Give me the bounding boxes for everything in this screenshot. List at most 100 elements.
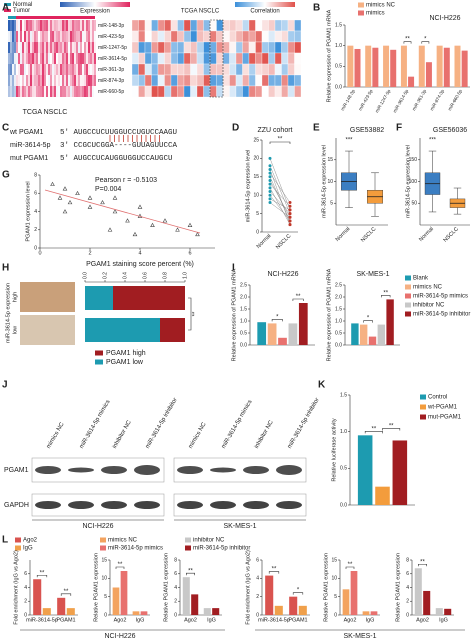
heat-cell xyxy=(42,86,44,97)
heat-cell xyxy=(40,86,42,97)
significance-bracket xyxy=(60,593,72,596)
y-tick-label: 1.0 xyxy=(335,318,342,324)
y-tick-label: 4 xyxy=(34,209,37,215)
heat-cell xyxy=(32,64,34,75)
heat-cell xyxy=(80,75,82,86)
heat-cell xyxy=(8,64,10,75)
x-tick-label: 1.0 xyxy=(182,272,188,279)
heat-cell xyxy=(62,31,64,42)
corr-cell xyxy=(177,41,185,54)
heat-cell xyxy=(24,75,26,86)
y-tick-label: 15 xyxy=(253,174,259,180)
blot-band xyxy=(177,466,203,474)
significance: *** xyxy=(345,138,353,144)
heat-cell xyxy=(32,75,34,86)
heat-cell xyxy=(56,31,58,42)
heat-cell xyxy=(22,20,24,31)
heat-cell xyxy=(74,42,76,53)
heat-cell xyxy=(8,31,10,42)
legend-label: Control xyxy=(428,395,447,401)
x-tick-label: PGAM1 xyxy=(288,617,307,623)
heat-cell xyxy=(24,20,26,31)
corr-cell xyxy=(229,85,237,98)
corr-cell xyxy=(248,74,256,87)
corr-cell xyxy=(164,19,172,32)
y-tick-label: 0.5 xyxy=(335,330,342,336)
heat-cell xyxy=(76,86,78,97)
corr-cell xyxy=(177,63,185,76)
heat-cell xyxy=(72,53,74,64)
heat-cell xyxy=(22,42,24,53)
y-axis-label: miR-3614-5p expression level xyxy=(405,145,411,218)
corr-cell xyxy=(222,19,230,32)
heat-cell xyxy=(84,75,86,86)
corr-cell xyxy=(255,74,263,87)
heat-cell xyxy=(70,20,72,31)
heat-cell xyxy=(76,53,78,64)
blot-band xyxy=(177,501,203,509)
corr-cell xyxy=(157,30,165,43)
corr-cell xyxy=(190,74,198,87)
blot-band xyxy=(68,467,94,473)
legend-swatch xyxy=(95,350,103,356)
corr-cell xyxy=(294,63,302,76)
corr-cell xyxy=(203,41,211,54)
cell-line-label: SK-MES-1 xyxy=(343,633,376,640)
panel-label: F xyxy=(396,123,402,134)
heat-cell xyxy=(38,64,40,75)
heat-cell xyxy=(82,42,84,53)
heat-cell xyxy=(50,53,52,64)
bar xyxy=(368,336,377,345)
corr-cell xyxy=(144,63,152,76)
y-tick-label: 4 xyxy=(24,585,27,591)
heat-cell xyxy=(24,53,26,64)
corr-cell xyxy=(261,41,269,54)
y-tick-label: 0 xyxy=(334,612,337,618)
significance-bracket xyxy=(381,295,391,298)
corr-cell xyxy=(190,85,198,98)
heat-cell xyxy=(70,31,72,42)
significance: ** xyxy=(383,290,388,296)
heat-cell xyxy=(44,86,46,97)
bar xyxy=(386,299,394,345)
bar xyxy=(354,48,361,87)
heat-cell xyxy=(90,53,92,64)
heat-cell xyxy=(48,20,50,31)
significance-bracket xyxy=(186,572,195,576)
heat-cell xyxy=(80,86,82,97)
heat-cell xyxy=(44,64,46,75)
y-tick-label: 2 xyxy=(34,227,37,233)
corr-cell xyxy=(248,30,256,43)
significance-bracket xyxy=(36,574,48,578)
significance-bracket xyxy=(292,298,304,301)
heat-cell xyxy=(78,20,80,31)
x-tick-label: 0.6 xyxy=(142,272,148,279)
legend-label: Tumor xyxy=(13,8,30,14)
heat-cell xyxy=(26,64,28,75)
heat-cell xyxy=(8,75,10,86)
heat-cell xyxy=(86,53,88,64)
y-tick-label: 5 xyxy=(334,594,337,600)
legend-label: PGAM1 low xyxy=(106,359,144,366)
heat-cell xyxy=(18,64,20,75)
significance-bracket xyxy=(403,41,412,44)
bar xyxy=(461,50,468,87)
heat-cell xyxy=(48,75,50,86)
y-tick-label: 10 xyxy=(253,193,259,199)
blot-frame xyxy=(31,493,165,517)
significance-bracket xyxy=(364,431,383,434)
heat-cell xyxy=(50,20,52,31)
corr-cell xyxy=(274,63,282,76)
row-label: GAPDH xyxy=(4,502,29,509)
heat-cell xyxy=(32,86,34,97)
heat-cell xyxy=(42,53,44,64)
corr-cell xyxy=(248,85,256,98)
expression-scale xyxy=(60,2,130,7)
x-tick-label: NSCLC xyxy=(275,233,292,250)
corr-cell xyxy=(209,74,217,87)
column-label: inhibitor NC xyxy=(112,419,133,450)
heat-cell xyxy=(46,75,48,86)
corr-cell xyxy=(216,19,224,32)
legend-swatch xyxy=(405,284,411,290)
corr-cell xyxy=(222,52,230,65)
